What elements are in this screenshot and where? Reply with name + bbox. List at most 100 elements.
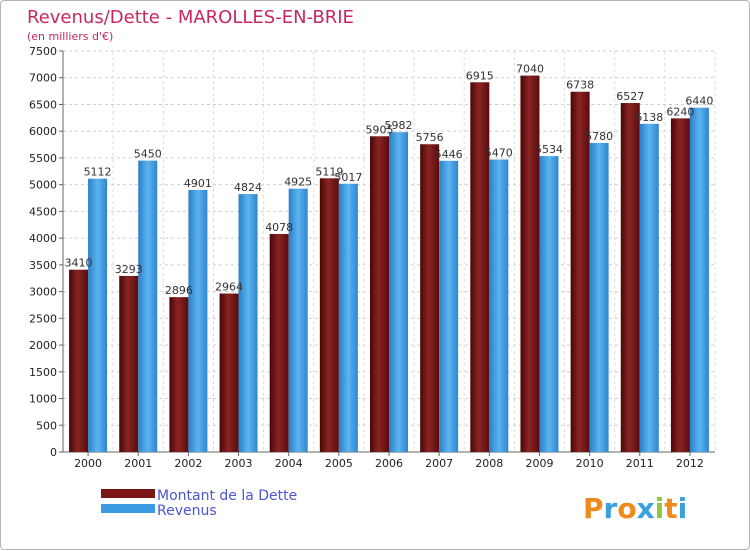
bar-dette [570,91,590,452]
x-tick-label: 2012 [676,457,704,470]
logo-letter: r [604,492,618,525]
y-tick-label: 1500 [29,366,57,379]
bar-dette [119,275,139,452]
y-tick-label: 6500 [29,98,57,111]
data-label-revenus: 5982 [385,119,413,132]
x-tick-label: 2007 [425,457,453,470]
bar-dette [470,82,490,452]
data-label-dette: 6915 [466,69,494,82]
data-label-revenus: 4824 [234,181,262,194]
data-label-revenus: 5470 [485,147,513,160]
bar-dette [370,136,389,452]
y-tick-label: 6000 [29,125,57,138]
legend-swatch-debt [101,489,155,498]
data-label-revenus: 5780 [585,130,613,143]
logo-letter: i [655,492,665,525]
x-tick-label: 2003 [225,457,253,470]
bar-revenus [689,107,709,452]
data-label-dette: 2896 [165,284,193,297]
bar-revenus [439,160,459,452]
data-label-revenus: 5112 [84,166,112,179]
bar-dette [219,293,239,452]
x-tick-label: 2006 [375,457,403,470]
bar-dette [269,233,289,452]
logo-letter: x [637,492,655,525]
y-tick-label: 2500 [29,312,57,325]
y-tick-label: 7500 [29,45,57,58]
data-label-revenus: 5450 [134,148,162,161]
chart-subtitle: (en milliers d'€) [27,30,113,43]
bar-dette [169,297,189,452]
y-tick-label: 7000 [29,72,57,85]
data-label-dette: 4078 [265,221,293,234]
bar-dette [620,103,640,452]
data-label-revenus: 5446 [435,148,463,161]
bar-revenus [589,142,609,453]
data-label-dette: 2964 [215,281,243,294]
logo-letter: o [617,492,636,525]
x-tick-label: 2009 [525,457,553,470]
y-tick-label: 5500 [29,152,57,165]
bar-dette [670,118,690,453]
data-label-revenus: 5534 [535,143,563,156]
chart-title: Revenus/Dette - MAROLLES-EN-BRIE [27,7,354,28]
x-tick-label: 2010 [576,457,604,470]
bar-revenus [288,188,308,452]
axes: 0 500 1000 1500 2000 2500 3000 3500 4000 4500 5000… [29,45,715,470]
bars [69,75,709,453]
bar-revenus [389,132,408,452]
data-label-revenus: 6440 [685,95,713,108]
bar-revenus [489,159,509,452]
bar-revenus [338,183,358,452]
data-label-dette: 5756 [416,131,444,144]
x-tick-label: 2002 [174,457,202,470]
data-label-dette: 3293 [115,263,143,276]
bar-revenus [539,156,559,452]
logo-letter: i [678,492,688,525]
y-tick-label: 4000 [29,232,57,245]
x-tick-label: 2001 [124,457,152,470]
bar-dette [420,144,440,453]
x-tick-label: 2000 [74,457,102,470]
data-label-revenus: 5017 [334,171,362,184]
x-tick-label: 2004 [275,457,303,470]
bar-dette [69,269,89,452]
data-label-revenus: 4901 [184,177,212,190]
y-tick-label: 4500 [29,205,57,218]
y-tick-label: 3500 [29,259,57,272]
data-labels: 3410 5112 3293 5450 2896 4901 2964 4824 4078 4925… [65,63,714,298]
legend-label-revenus: Revenus [157,503,217,519]
x-tick-label: 2008 [475,457,503,470]
data-label-dette: 5905 [366,123,394,136]
bar-dette [319,178,339,452]
logo-letter: t [664,492,677,525]
bar-revenus [138,160,158,452]
x-tick-label: 2011 [626,457,654,470]
data-label-dette: 6240 [666,105,694,118]
legend-swatch-revenus [101,504,155,513]
bar-revenus [188,189,208,452]
bar-revenus [88,178,108,452]
bar-revenus [238,194,258,453]
y-tick-label: 0 [50,446,57,459]
x-tick-label: 2005 [325,457,353,470]
y-tick-label: 1000 [29,393,57,406]
data-label-dette: 3410 [65,257,93,270]
y-tick-label: 2000 [29,339,57,352]
bar-revenus [639,123,659,453]
y-tick-label: 5000 [29,179,57,192]
y-tick-label: 3000 [29,286,57,299]
logo-letter: P [583,492,604,525]
data-label-dette: 6738 [566,79,594,92]
legend: Montant de la Dette Revenus [101,488,297,519]
legend-label-debt: Montant de la Dette [157,488,297,504]
data-label-dette: 6527 [616,90,644,103]
data-label-revenus: 6138 [635,111,663,124]
data-label-dette: 7040 [516,63,544,76]
data-label-revenus: 4925 [284,176,312,189]
data-label-dette: 5119 [315,165,343,178]
bar-dette [520,75,540,452]
y-tick-label: 500 [36,419,57,432]
